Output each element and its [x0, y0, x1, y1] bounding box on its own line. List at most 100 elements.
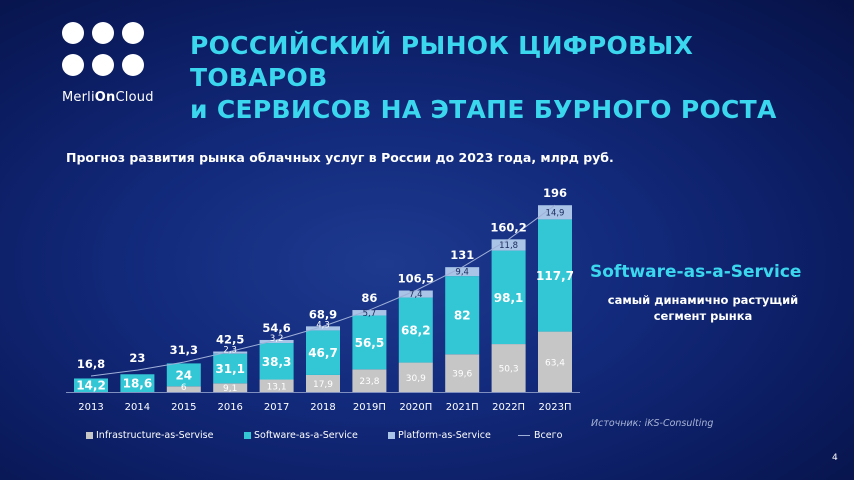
bar-iaas-2023П [538, 331, 572, 392]
page-number: 4 [832, 453, 838, 463]
bar-saas-2016 [213, 353, 248, 384]
bar-paas-2017 [259, 339, 294, 344]
bar-saas-2013 [74, 378, 108, 392]
data-label-saas-2021П: 82 [454, 309, 471, 323]
data-label-iaas-2019П: 23,8 [359, 377, 379, 387]
x-tick-label-2020П: 2020П [399, 402, 432, 410]
logo-dots-icon [62, 22, 148, 78]
data-label-iaas-2016: 9,1 [223, 384, 237, 394]
data-label-saas-2019П: 56,5 [355, 336, 385, 350]
data-label-paas-2020П: 7,4 [409, 290, 423, 300]
legend-label-total: Всего [534, 430, 563, 441]
data-label-iaas-2020П: 30,9 [406, 374, 426, 384]
bar-iaas-2019П [352, 369, 387, 392]
bar-paas-2016 [213, 351, 248, 354]
bar-paas-2019П [352, 310, 387, 316]
x-tick-label-2023П: 2023П [539, 402, 572, 410]
bar-iaas-2022П [491, 344, 526, 392]
data-label-paas-2017: 3,2 [270, 334, 284, 344]
data-label-paas-2022П: 11,8 [499, 241, 518, 251]
total-label-2019П: 86 [361, 291, 377, 305]
legend-label-iaas: Infrastructure-as-Servise [96, 430, 214, 441]
chart-subtitle: Прогноз развития рынка облачных услуг в … [66, 150, 614, 165]
bar-iaas-2021П [445, 354, 480, 392]
bar-iaas-2016 [213, 383, 248, 392]
bar-saas-2019П [352, 315, 387, 370]
total-label-2023П: 196 [543, 186, 567, 200]
saas-highlight-title: Software-as-a-Service [590, 262, 802, 282]
bar-iaas-2020П [398, 362, 433, 392]
data-label-saas-2022П: 98,1 [494, 291, 524, 305]
total-label-2016: 42,5 [216, 332, 244, 346]
bar-saas-2020П [398, 297, 433, 363]
source-note: Источник: iKS-Consulting [591, 418, 714, 429]
data-label-paas-2019П: 5,7 [363, 309, 377, 319]
legend-swatch-paas [388, 432, 395, 439]
bar-saas-2022П [491, 250, 526, 345]
total-label-2022П: 160,2 [490, 220, 526, 234]
bar-saas-2014 [120, 374, 155, 392]
saas-description-line-1: самый динамично растущий [607, 293, 799, 307]
legend-swatch-iaas [86, 432, 93, 439]
legend-item-iaas: Infrastructure-as-Servise [86, 430, 213, 441]
total-label-2017: 54,6 [262, 321, 290, 335]
total-series-line [90, 204, 556, 377]
data-label-iaas-2021П: 39,6 [452, 370, 472, 380]
data-label-paas-2016: 2,3 [223, 345, 237, 355]
saas-highlight-description: самый динамично растущий сегмент рынка [590, 292, 816, 324]
legend-item-saas: Software-as-a-Service [244, 430, 358, 441]
bars-layer [74, 205, 572, 392]
bar-paas-2021П [445, 267, 480, 277]
data-label-saas-2015: 24 [175, 368, 192, 382]
total-label-2020П: 106,5 [398, 272, 434, 286]
legend-swatch-saas [244, 432, 251, 439]
x-tick-label-2018: 2018 [310, 402, 335, 410]
data-label-saas-2023П: 117,7 [536, 269, 574, 283]
page-title-line-2: и СЕРВИСОВ НА ЭТАПЕ БУРНОГО РОСТА [190, 95, 777, 124]
bar-saas-2018 [306, 330, 340, 375]
total-label-2018: 68,9 [309, 307, 337, 321]
page-title: РОССИЙСКИЙ РЫНОК ЦИФРОВЫХ ТОВАРОВ и СЕРВ… [190, 30, 830, 126]
data-label-saas-2014: 18,6 [123, 377, 153, 391]
legend-label-saas: Software-as-a-Service [254, 430, 358, 441]
labels-layer: 14,2 16,8 18,6 23 624 31,3 9,1 31,1 2,342,5 13,1 3… [76, 186, 574, 394]
legend-item-total: Всего [518, 430, 562, 441]
data-label-paas-2018: 4,3 [316, 320, 330, 330]
total-line-layer [90, 204, 556, 377]
chart-legend: Infrastructure-as-Servise Software-as-a-… [86, 430, 606, 444]
page-title-line-1: РОССИЙСКИЙ РЫНОК ЦИФРОВЫХ ТОВАРОВ [190, 31, 694, 92]
x-tick-label-2019П: 2019П [353, 402, 386, 410]
bar-paas-2022П [491, 239, 526, 251]
x-tick-label-2021П: 2021П [446, 402, 479, 410]
data-label-saas-2018: 46,7 [308, 346, 338, 360]
legend-label-paas: Platform-as-Service [398, 430, 491, 441]
x-tick-label-2015: 2015 [171, 402, 196, 410]
legend-line-total [518, 435, 530, 436]
total-label-2014: 23 [129, 351, 145, 365]
data-label-paas-2021П: 9,4 [455, 268, 469, 278]
total-label-2015: 31,3 [170, 343, 198, 357]
bar-saas-2021П [445, 276, 480, 355]
data-label-saas-2016: 31,1 [215, 362, 245, 376]
saas-description-line-2: сегмент рынка [653, 309, 753, 323]
data-label-iaas-2017: 13,1 [267, 382, 287, 392]
data-label-iaas-2018: 17,9 [313, 380, 333, 390]
x-axis: 2013 2014 2015 2016 2017 2018 2019П 2020П 2021П 2… [66, 392, 580, 410]
x-tick-label-2016: 2016 [217, 402, 242, 410]
data-label-iaas-2023П: 63,4 [545, 358, 565, 368]
total-label-2013: 16,8 [77, 357, 105, 371]
x-tick-label-2022П: 2022П [492, 402, 525, 410]
x-tick-label-2017: 2017 [264, 402, 289, 410]
bar-saas-2017 [259, 343, 294, 380]
data-label-saas-2013: 14,2 [76, 379, 106, 393]
data-label-saas-2017: 38,3 [262, 355, 292, 369]
total-label-2021П: 131 [450, 248, 474, 262]
bar-iaas-2015 [166, 386, 201, 392]
bar-paas-2023П [538, 205, 572, 220]
x-tick-label-2014: 2014 [125, 402, 150, 410]
data-label-iaas-2015: 6 [181, 383, 187, 393]
data-label-iaas-2022П: 50,3 [499, 365, 519, 375]
data-label-paas-2023П: 14,9 [546, 208, 565, 218]
bar-paas-2018 [306, 326, 340, 331]
x-tick-label-2013: 2013 [78, 402, 103, 410]
